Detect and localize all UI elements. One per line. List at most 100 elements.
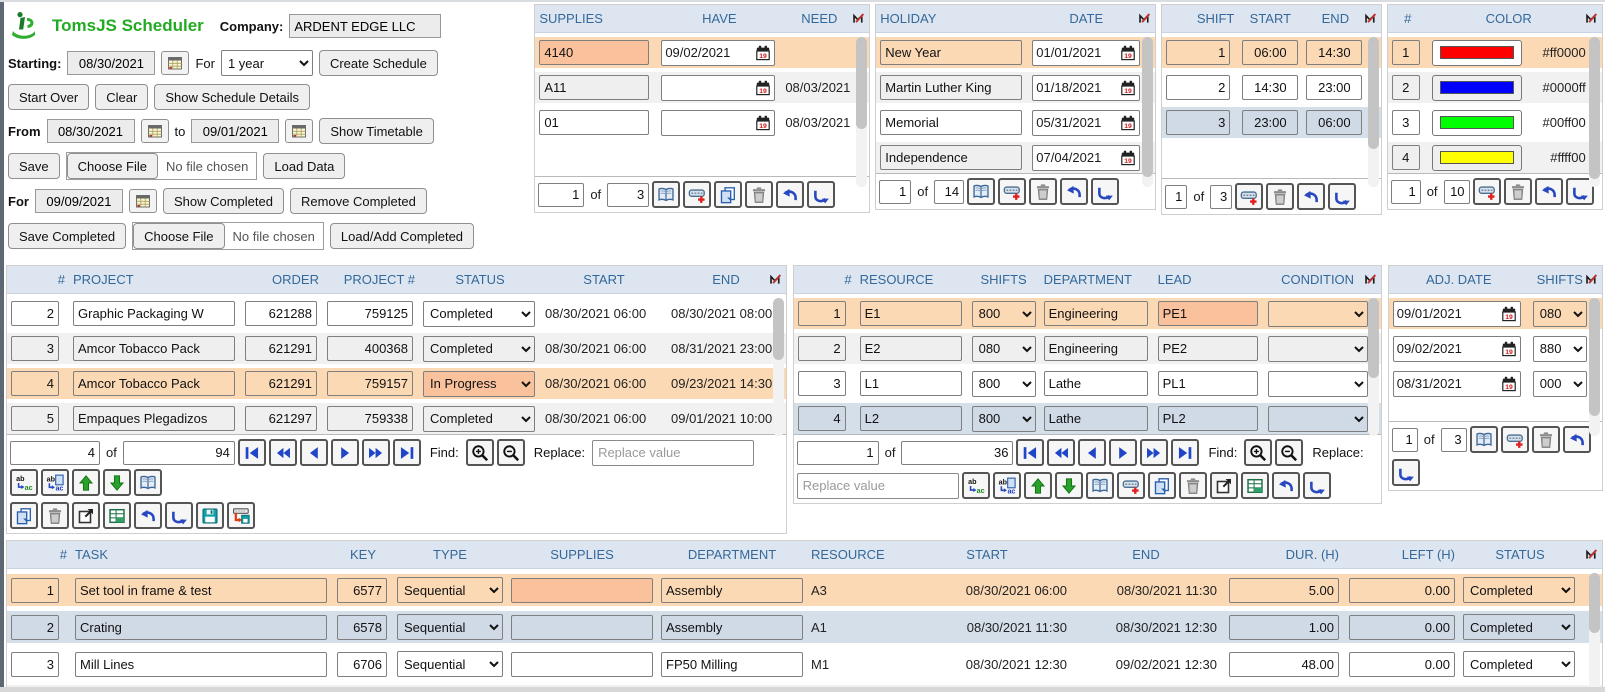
edit-button[interactable] <box>72 502 100 529</box>
shift-number-input[interactable] <box>1166 40 1231 65</box>
to-calendar-button[interactable] <box>285 119 314 143</box>
have-date-input[interactable] <box>661 74 776 101</box>
adj-date-input[interactable]: 09/02/2021 <box>1392 335 1521 362</box>
type-select[interactable]: Sequential <box>397 614 503 640</box>
arrow-up-button[interactable] <box>72 469 100 496</box>
condition-select[interactable] <box>1267 300 1368 327</box>
trash-button[interactable] <box>1029 178 1058 205</box>
color-number-input[interactable] <box>1391 110 1420 135</box>
resource-number-input[interactable] <box>797 301 846 326</box>
scrollbar[interactable] <box>1589 298 1601 436</box>
start-over-button[interactable]: Start Over <box>8 84 90 110</box>
page-total-input[interactable] <box>607 182 650 207</box>
replace-input[interactable] <box>796 472 959 499</box>
to-date-input[interactable] <box>191 119 280 143</box>
collapse-icon[interactable] <box>769 273 782 286</box>
replace-one-button[interactable] <box>961 472 990 499</box>
undo-button[interactable] <box>1534 178 1563 205</box>
color-number-input[interactable] <box>1391 40 1420 65</box>
scrollbar-thumb[interactable] <box>1589 37 1600 179</box>
resource-name-input[interactable] <box>859 406 962 431</box>
redo-button[interactable] <box>1565 178 1594 205</box>
holiday-date-input[interactable]: 07/04/2021 <box>1032 144 1141 171</box>
undo-button[interactable] <box>1060 178 1089 205</box>
collapse-icon[interactable] <box>1364 273 1377 286</box>
choose-file-button[interactable]: Choose File <box>66 153 159 179</box>
company-input[interactable] <box>289 14 442 38</box>
scrollbar-thumb[interactable] <box>1589 298 1601 416</box>
collapse-icon[interactable] <box>1585 12 1598 25</box>
page-input[interactable] <box>1165 184 1188 209</box>
show-timetable-button[interactable]: Show Timetable <box>319 118 434 144</box>
collapse-icon[interactable] <box>1585 548 1598 561</box>
add-row-button[interactable] <box>998 178 1027 205</box>
shift-start-input[interactable] <box>1242 75 1299 100</box>
status-select[interactable]: Completed <box>1463 577 1575 603</box>
redo-button[interactable] <box>1328 183 1357 210</box>
shift-number-input[interactable] <box>1166 75 1231 100</box>
save-button[interactable]: Save <box>8 153 60 179</box>
department-input[interactable] <box>661 651 803 677</box>
redo-button[interactable] <box>165 502 193 529</box>
page-input[interactable] <box>796 440 879 465</box>
first-button[interactable] <box>1016 439 1045 466</box>
project-no-input[interactable] <box>327 301 413 326</box>
collapse-icon[interactable] <box>1138 12 1151 25</box>
adj-shifts-select[interactable]: 880 <box>1532 335 1587 362</box>
holiday-date-input[interactable]: 01/01/2021 <box>1032 39 1141 66</box>
next-fast-button[interactable] <box>1140 439 1169 466</box>
resource-name-input[interactable] <box>859 301 962 326</box>
prev-fast-button[interactable] <box>268 439 297 466</box>
task-number-input[interactable] <box>11 614 59 640</box>
type-select[interactable]: Sequential <box>397 577 503 603</box>
next-button[interactable] <box>330 439 359 466</box>
left-input[interactable] <box>1349 577 1455 603</box>
page-total-input[interactable] <box>122 440 235 465</box>
holiday-name-input[interactable] <box>880 40 1023 65</box>
scrollbar-thumb[interactable] <box>1142 37 1154 177</box>
save-completed-button[interactable]: Save Completed <box>8 223 127 249</box>
add-row-button[interactable] <box>1235 183 1264 210</box>
page-total-input[interactable] <box>901 440 1014 465</box>
starting-calendar-button[interactable] <box>161 51 190 75</box>
status-select[interactable]: Completed <box>1463 651 1575 677</box>
from-calendar-button[interactable] <box>140 119 169 143</box>
holiday-name-input[interactable] <box>880 110 1023 135</box>
scrollbar-thumb[interactable] <box>772 298 784 360</box>
task-name-input[interactable] <box>75 651 327 677</box>
key-input[interactable] <box>337 651 387 677</box>
shifts-select[interactable]: 800 <box>971 405 1036 432</box>
scrollbar[interactable] <box>1589 573 1600 692</box>
load-data-button[interactable]: Load Data <box>263 153 346 179</box>
prev-fast-button[interactable] <box>1047 439 1076 466</box>
holiday-date-input[interactable]: 01/18/2021 <box>1032 74 1141 101</box>
arrow-up-button[interactable] <box>1023 472 1052 499</box>
scrollbar[interactable] <box>856 37 868 187</box>
order-input[interactable] <box>245 406 317 431</box>
next-button[interactable] <box>1109 439 1138 466</box>
book-button[interactable] <box>1469 426 1498 453</box>
shift-number-input[interactable] <box>1166 110 1231 135</box>
resource-number-input[interactable] <box>797 371 846 396</box>
last-button[interactable] <box>1171 439 1200 466</box>
department-input[interactable] <box>1043 371 1148 396</box>
duration-input[interactable] <box>1229 614 1339 640</box>
remove-completed-button[interactable]: Remove Completed <box>289 188 427 214</box>
department-input[interactable] <box>661 614 803 640</box>
undo-button[interactable] <box>134 502 162 529</box>
prev-button[interactable] <box>299 439 328 466</box>
completed-calendar-button[interactable] <box>128 189 157 213</box>
book-button[interactable] <box>1085 472 1114 499</box>
undo-button[interactable] <box>1562 426 1591 453</box>
save-load-button[interactable] <box>227 502 255 529</box>
calendar-icon[interactable] <box>755 45 771 61</box>
department-input[interactable] <box>1043 301 1148 326</box>
holiday-name-input[interactable] <box>880 75 1023 100</box>
supplies-input[interactable] <box>511 614 653 640</box>
shift-end-input[interactable] <box>1306 75 1363 100</box>
project-number-input[interactable] <box>11 406 59 431</box>
add-row-button[interactable] <box>1500 426 1529 453</box>
project-name-input[interactable] <box>73 406 235 431</box>
color-swatch[interactable] <box>1431 109 1522 136</box>
shifts-select[interactable]: 800 <box>971 370 1036 397</box>
